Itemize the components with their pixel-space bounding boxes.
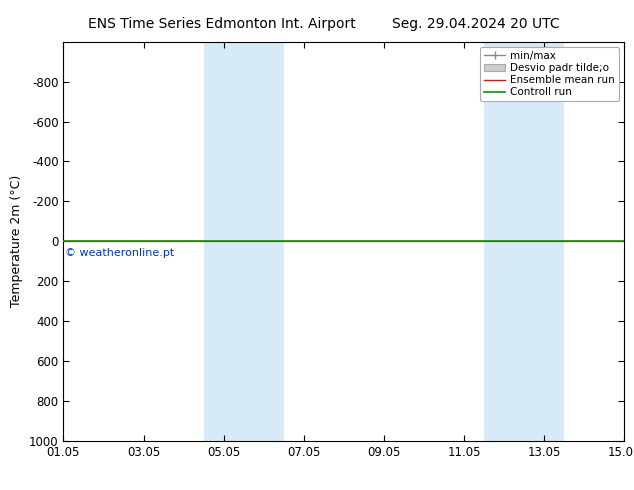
Text: Seg. 29.04.2024 20 UTC: Seg. 29.04.2024 20 UTC	[392, 17, 559, 31]
Bar	[484, 42, 564, 441]
Y-axis label: Temperature 2m (°C): Temperature 2m (°C)	[10, 175, 23, 307]
Text: ENS Time Series Edmonton Int. Airport: ENS Time Series Edmonton Int. Airport	[88, 17, 356, 31]
Legend: min/max, Desvio padr tilde;o, Ensemble mean run, Controll run: min/max, Desvio padr tilde;o, Ensemble m…	[480, 47, 619, 101]
Text: © weatheronline.pt: © weatheronline.pt	[65, 248, 174, 258]
Bar	[204, 42, 284, 441]
